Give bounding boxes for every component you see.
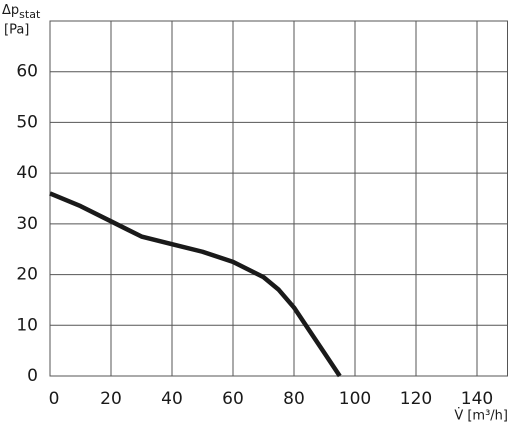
x-tick-label: 120 bbox=[400, 389, 432, 409]
x-tick-label: 80 bbox=[283, 389, 305, 409]
y-tick-label: 30 bbox=[16, 214, 38, 234]
x-tick-label: 140 bbox=[461, 389, 493, 409]
y-axis-label: Δpstat bbox=[2, 3, 41, 22]
y-tick-label: 10 bbox=[16, 315, 38, 335]
x-tick-label: 100 bbox=[339, 389, 371, 409]
x-axis-label: V̇ [m³/h] bbox=[454, 408, 508, 423]
x-tick-label: 60 bbox=[222, 389, 244, 409]
y-tick-label: 50 bbox=[16, 112, 38, 132]
x-tick-label: 0 bbox=[49, 389, 60, 409]
y-tick-label: 20 bbox=[16, 265, 38, 285]
y-tick-label: 40 bbox=[16, 163, 38, 183]
y-tick-label: 0 bbox=[27, 366, 38, 386]
y-axis-unit: [Pa] bbox=[4, 23, 29, 38]
x-tick-label: 40 bbox=[161, 389, 183, 409]
y-tick-label: 60 bbox=[16, 62, 38, 82]
plot-frame bbox=[49, 20, 508, 377]
curve bbox=[49, 191, 342, 378]
x-tick-label: 20 bbox=[100, 389, 122, 409]
